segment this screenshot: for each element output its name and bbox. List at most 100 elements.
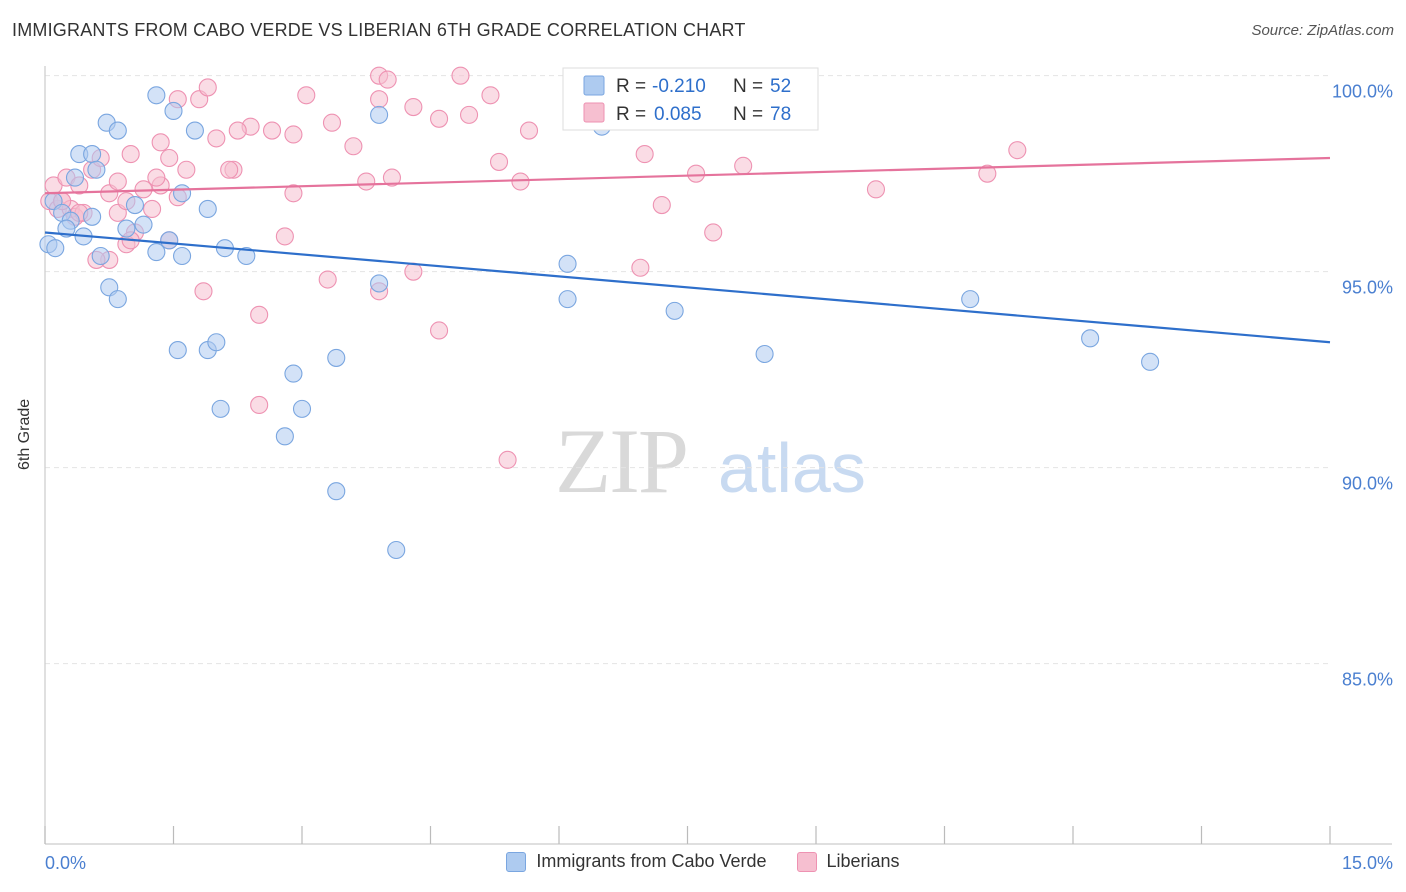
liberians-point	[519, 121, 539, 140]
tick-labels: 85.0% 90.0% 95.0% 100.0% 0.0% 15.0%	[45, 82, 1393, 873]
liberians-point	[318, 270, 337, 289]
liberians-point	[250, 305, 269, 324]
liberians-point	[404, 97, 423, 117]
cabo-verde-point	[665, 301, 684, 320]
cabo-verde-point	[198, 199, 217, 219]
y-tick-label: 85.0%	[1342, 670, 1393, 690]
cabo-verde-point	[91, 246, 110, 266]
liberians-point	[250, 395, 269, 415]
cabo-verde-point	[755, 344, 774, 364]
liberians-point	[147, 168, 166, 187]
cabo-verde-point	[207, 333, 226, 352]
cabo-verde-point	[83, 145, 102, 164]
legend-n-label-pink: N =	[733, 104, 763, 125]
legend-r-label-blue: R =	[616, 76, 646, 97]
liberians-point	[430, 109, 449, 128]
cabo-verde-point	[292, 399, 312, 418]
cabo-verde-point	[173, 184, 192, 203]
cabo-verde-point	[108, 290, 127, 309]
liberians-point	[866, 180, 886, 199]
liberians-point	[198, 78, 217, 97]
liberians-point	[511, 172, 530, 191]
cabo-verde-point	[65, 168, 85, 187]
cabo-verde-point	[211, 399, 230, 418]
cabo-verde-point	[134, 215, 153, 234]
legend-n-label-blue: N =	[733, 76, 763, 97]
cabo-verde-point	[173, 246, 192, 266]
cabo-verde-point	[185, 121, 204, 140]
liberians-point	[498, 450, 517, 469]
cabo-verde-point	[1081, 329, 1100, 348]
liberians-point	[284, 125, 303, 144]
liberians-point	[734, 156, 753, 175]
legend-label-cabo-verde: Immigrants from Cabo Verde	[536, 851, 767, 871]
cabo-verde-point	[370, 105, 389, 124]
liberians-point	[430, 321, 449, 340]
legend-n-value-blue: 52	[770, 76, 791, 97]
cabo-verde-point	[327, 348, 346, 367]
legend-r-value-blue: -0.210	[652, 76, 706, 97]
cabo-verde-point	[961, 290, 980, 309]
y-tick-label: 100.0%	[1332, 82, 1393, 102]
liberians-trend-line	[44, 156, 1331, 195]
cabo-verde-point	[164, 101, 183, 121]
liberians-point	[635, 145, 654, 164]
liberians-point	[322, 113, 342, 132]
liberians-point	[108, 172, 127, 191]
liberians-point	[489, 152, 509, 171]
series-legend: Immigrants from Cabo Verde Liberians	[0, 851, 1406, 872]
liberians-point	[297, 86, 316, 105]
cabo-verde-point	[160, 231, 179, 250]
liberians-point	[207, 129, 226, 148]
cabo-verde-point	[117, 219, 136, 238]
liberians-point	[631, 258, 650, 277]
cabo-verde-point	[558, 290, 577, 309]
liberians-point	[704, 223, 723, 242]
legend-item-cabo-verde: Immigrants from Cabo Verde	[506, 851, 767, 872]
cabo-verde-point	[147, 243, 166, 262]
liberians-point	[220, 160, 239, 179]
liberians-point	[160, 148, 179, 168]
legend-box	[562, 67, 819, 131]
legend-r-value-pink: 0.085	[654, 104, 702, 125]
legend-swatch-blue	[583, 75, 605, 96]
cabo-verde-point	[147, 86, 166, 105]
cabo-verde-point	[327, 482, 346, 501]
liberians-point	[357, 172, 376, 191]
cabo-verde-point	[168, 341, 187, 360]
liberians-point	[378, 70, 397, 89]
correlation-legend: R = -0.210 N = 52 R = 0.085 N = 78	[562, 67, 819, 131]
chart-source: Source: ZipAtlas.com	[1251, 22, 1394, 39]
chart-title: IMMIGRANTS FROM CABO VERDE VS LIBERIAN 6…	[12, 20, 746, 40]
legend-r-label-pink: R =	[616, 104, 646, 125]
liberians-point	[978, 164, 997, 183]
liberians-point	[481, 86, 500, 105]
zipatlas-watermark: ZIP atlas	[555, 410, 866, 512]
liberians-point	[1008, 141, 1027, 160]
cabo-verde-point	[284, 364, 303, 383]
liberians-point	[652, 195, 671, 215]
cabo-verde-point	[275, 427, 294, 446]
cabo-verde-trend-line	[44, 231, 1331, 344]
y-tick-label: 95.0%	[1342, 278, 1393, 298]
liberians-point	[228, 121, 247, 140]
cabo-verde-point	[46, 239, 65, 258]
liberians-point	[262, 121, 282, 140]
liberians-point	[275, 227, 294, 246]
legend-swatch-liberians	[796, 851, 817, 872]
liberians-point	[370, 90, 389, 109]
cabo-verde-point	[108, 121, 127, 140]
watermark-zip: ZIP	[555, 410, 687, 512]
liberians-point	[459, 105, 479, 124]
legend-swatch-pink	[583, 102, 605, 123]
liberians-point	[121, 145, 140, 164]
liberians-point	[687, 164, 706, 183]
legend-item-liberians: Liberians	[796, 851, 900, 872]
cabo-verde-point	[125, 195, 144, 215]
cabo-verde-point	[558, 254, 577, 273]
liberians-point	[177, 160, 196, 179]
liberians-point	[451, 66, 470, 85]
cabo-verde-point	[370, 274, 389, 293]
y-tick-label: 90.0%	[1342, 474, 1393, 494]
